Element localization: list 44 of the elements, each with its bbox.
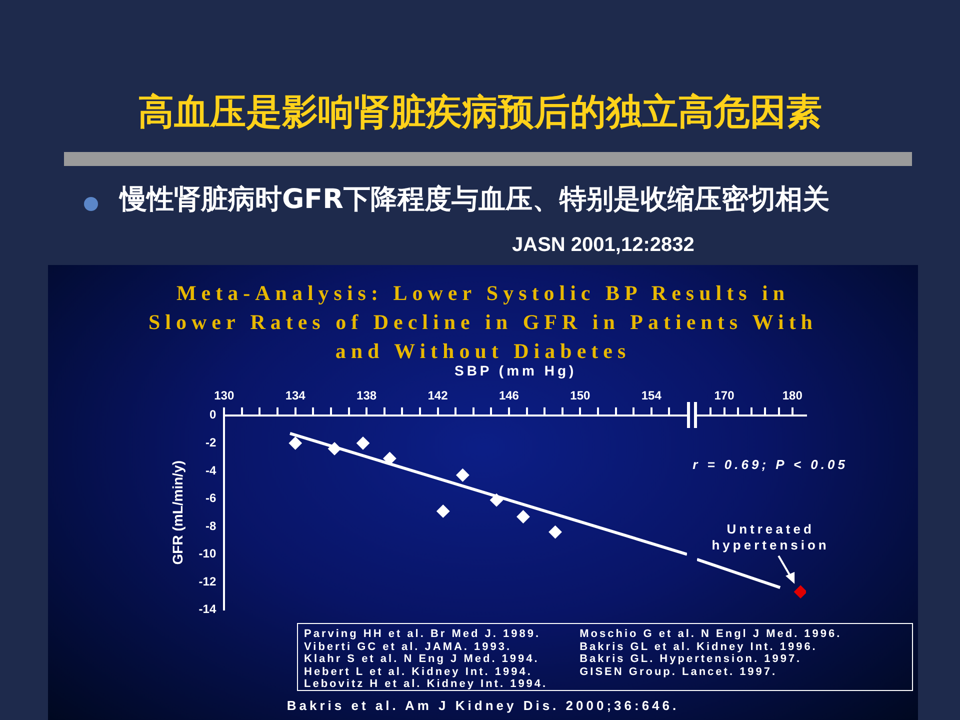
x-tick-label: 130 (214, 388, 234, 403)
point (383, 452, 396, 465)
y-tick-label: -6 (205, 491, 216, 506)
text: Bakris GL et al. Kidney Int. 1996. (580, 640, 818, 652)
x-tick-label: 138 (356, 388, 377, 403)
point (288, 436, 302, 450)
point (490, 494, 504, 507)
text: JASN 2001,12:2832 (512, 234, 694, 257)
x-tick-label: 150 (570, 388, 591, 403)
x-tick-label: 146 (498, 388, 520, 403)
text: Lebovitz H et al. Kidney Int. 1994. (304, 678, 548, 690)
y-axis-title: GFR (mL/min/y) (169, 460, 186, 565)
text: Bakris GL. Hypertension. 1997. (580, 653, 802, 665)
x-tick-label: 142 (428, 388, 448, 403)
y-tick-label: -12 (198, 574, 216, 588)
point (436, 504, 450, 518)
text: Moschio G et al. N Engl J Med. 1996. (580, 628, 842, 640)
point (356, 436, 370, 450)
point (516, 510, 530, 524)
annotation: r = 0.69; P < 0.05 (692, 457, 848, 472)
text: Viberti GC et al. JAMA. 1993. (304, 640, 512, 652)
annotation: Untreated hypertension (712, 521, 830, 552)
x-tick-label: 170 (714, 388, 735, 403)
text: GISEN Group. Lancet. 1997. (580, 666, 778, 678)
text: Parving HH et al. Br Med J. 1989. (304, 628, 541, 640)
chart-title: 高血压是影响肾脏疾病预后的独立高危因素 (137, 91, 823, 135)
x-tick-label: 134 (285, 388, 306, 403)
x-tick-label: 154 (641, 388, 662, 403)
point (548, 526, 562, 539)
y-tick-label: -8 (205, 518, 216, 533)
point (328, 442, 342, 456)
y-tick-label: -10 (198, 546, 216, 561)
text: Klahr S et al. N Eng J Med. 1994. (304, 653, 540, 665)
text: Meta-Analysis: Lower Systolic BP Results in Slower Rates of Decline in GFR in Patients With and Without Diabetes (148, 280, 818, 365)
x-axis-title: SBP (mm Hg) (454, 362, 577, 378)
text: Hebert L et al. Kidney Int. 1994. (304, 666, 532, 678)
y-tick-label: -14 (198, 602, 216, 616)
x-tick-label: 180 (782, 388, 803, 403)
y-tick-label: 0 (209, 408, 216, 422)
y-tick-label: -2 (205, 435, 216, 450)
text: Bakris et al. Am J Kidney Dis. 2000;36:646. (286, 698, 680, 713)
y-tick-label: -4 (205, 463, 216, 478)
chart-subtitle: 慢性肾脏病时GFR下降程度与血压、特别是收缩压密切相关 (120, 183, 830, 217)
point (456, 468, 470, 482)
